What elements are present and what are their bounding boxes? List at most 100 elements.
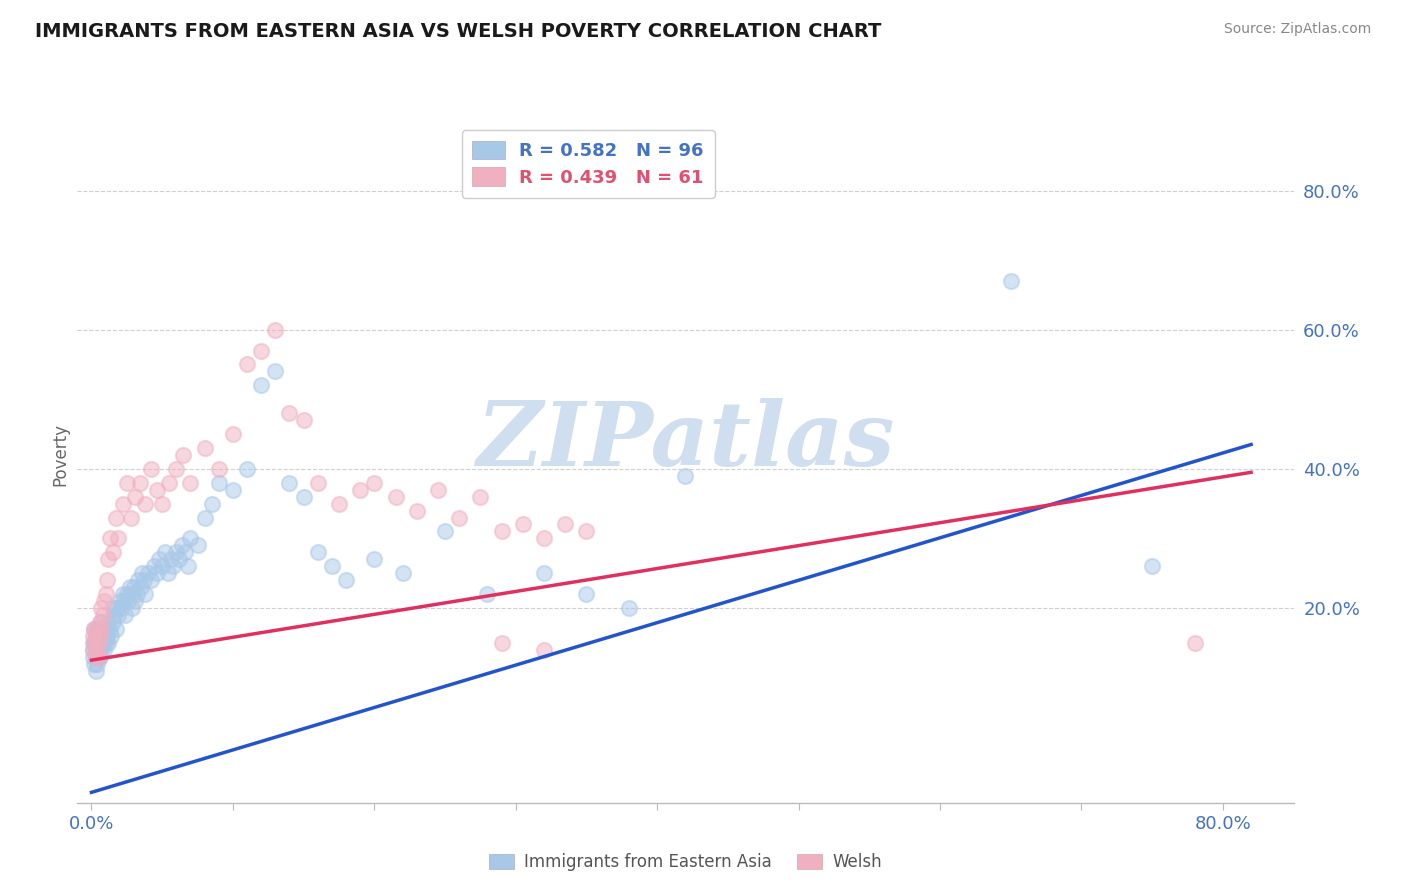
Point — [156, 566, 179, 581]
Point — [84, 629, 107, 643]
Point — [132, 573, 155, 587]
Point — [93, 629, 115, 643]
Point — [122, 580, 145, 594]
Point — [434, 524, 457, 539]
Point — [134, 587, 156, 601]
Point — [96, 629, 118, 643]
Point — [363, 475, 385, 490]
Point — [117, 594, 139, 608]
Point — [89, 622, 111, 636]
Point — [1000, 274, 1022, 288]
Point — [97, 552, 120, 566]
Point — [96, 573, 118, 587]
Point — [157, 475, 180, 490]
Point — [292, 413, 315, 427]
Point — [82, 636, 104, 650]
Point — [124, 490, 146, 504]
Point — [84, 649, 107, 664]
Point — [111, 497, 134, 511]
Point — [165, 545, 187, 559]
Point — [136, 566, 159, 581]
Point — [363, 552, 385, 566]
Point — [115, 587, 138, 601]
Point — [512, 517, 534, 532]
Point — [575, 524, 598, 539]
Point — [145, 566, 167, 581]
Point — [90, 615, 112, 629]
Point — [86, 636, 108, 650]
Point — [307, 545, 329, 559]
Point — [101, 615, 124, 629]
Point — [321, 559, 343, 574]
Point — [86, 622, 108, 636]
Text: ZIPatlas: ZIPatlas — [477, 398, 894, 484]
Point — [105, 601, 128, 615]
Point — [1184, 636, 1206, 650]
Point — [264, 323, 287, 337]
Point — [90, 642, 112, 657]
Point — [675, 468, 697, 483]
Point — [104, 622, 127, 636]
Point — [94, 622, 117, 636]
Point — [173, 545, 195, 559]
Point — [533, 532, 555, 546]
Point — [292, 490, 315, 504]
Point — [194, 510, 217, 524]
Point — [115, 475, 138, 490]
Point — [111, 587, 134, 601]
Point — [142, 559, 165, 574]
Point — [139, 573, 162, 587]
Point — [86, 657, 108, 671]
Point — [170, 538, 193, 552]
Point — [426, 483, 449, 497]
Point — [108, 594, 131, 608]
Point — [307, 475, 329, 490]
Point — [194, 441, 217, 455]
Point — [208, 475, 231, 490]
Point — [134, 497, 156, 511]
Point — [162, 559, 184, 574]
Point — [533, 642, 555, 657]
Point — [118, 580, 141, 594]
Point — [84, 629, 107, 643]
Point — [89, 615, 111, 629]
Point — [97, 615, 120, 629]
Point — [86, 642, 108, 657]
Point — [172, 448, 194, 462]
Point — [124, 594, 146, 608]
Point — [82, 642, 104, 657]
Point — [82, 649, 104, 664]
Point — [125, 587, 148, 601]
Point — [86, 622, 108, 636]
Point — [103, 607, 125, 622]
Point — [384, 490, 406, 504]
Point — [250, 343, 273, 358]
Point — [264, 364, 287, 378]
Point — [91, 622, 114, 636]
Legend: Immigrants from Eastern Asia, Welsh: Immigrants from Eastern Asia, Welsh — [482, 847, 889, 878]
Point — [83, 636, 105, 650]
Point — [82, 642, 104, 657]
Point — [1140, 559, 1163, 574]
Point — [91, 636, 114, 650]
Point — [121, 601, 143, 615]
Point — [87, 629, 110, 643]
Point — [349, 483, 371, 497]
Point — [110, 601, 132, 615]
Point — [139, 462, 162, 476]
Point — [120, 587, 142, 601]
Point — [90, 622, 112, 636]
Point — [91, 607, 114, 622]
Point — [83, 622, 105, 636]
Point — [87, 649, 110, 664]
Point — [278, 475, 301, 490]
Point — [449, 510, 471, 524]
Point — [491, 524, 513, 539]
Point — [575, 587, 598, 601]
Point — [391, 566, 413, 581]
Point — [208, 462, 231, 476]
Point — [120, 510, 142, 524]
Point — [90, 629, 112, 643]
Point — [150, 559, 173, 574]
Point — [97, 636, 120, 650]
